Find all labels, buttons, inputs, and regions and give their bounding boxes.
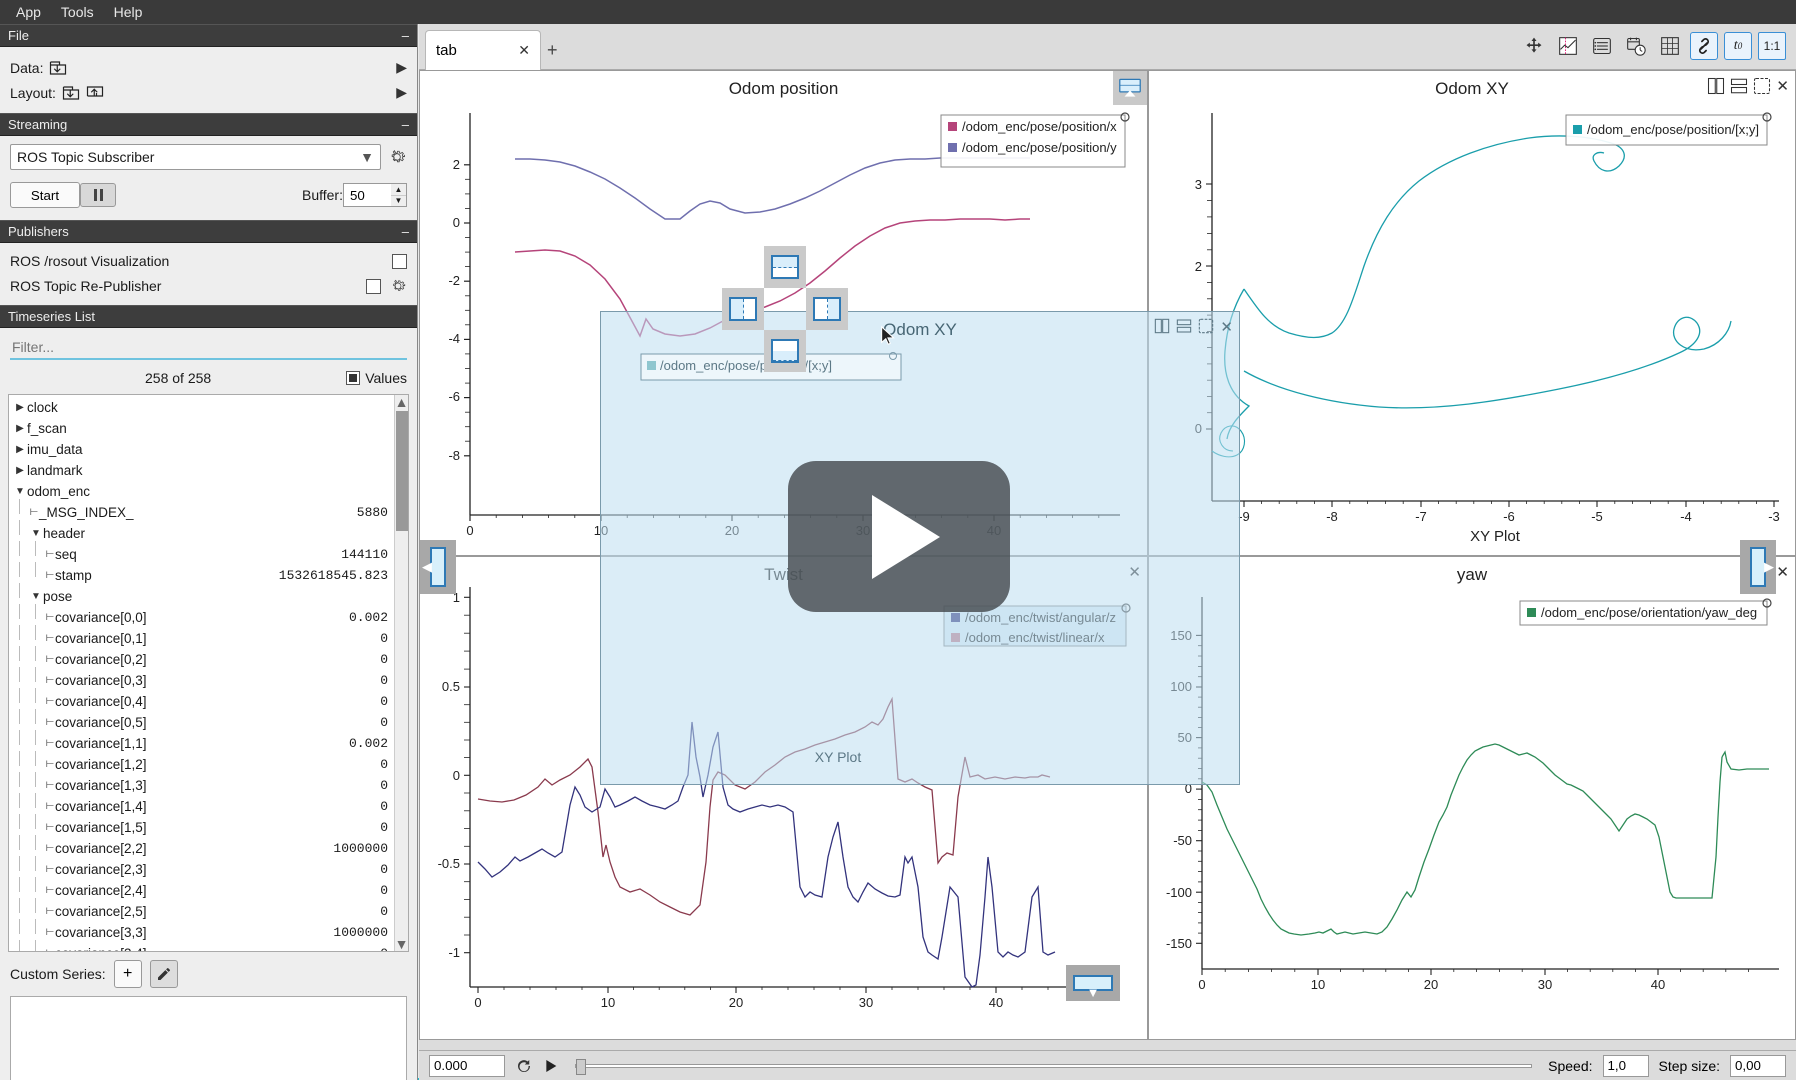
svg-text:0: 0: [466, 523, 473, 538]
svg-text:0: 0: [453, 215, 460, 230]
svg-text:/odom_enc/pose/position/[x;y]: /odom_enc/pose/position/[x;y]: [1587, 122, 1759, 137]
svg-text:40: 40: [1651, 977, 1665, 992]
svg-text:-3: -3: [1768, 509, 1780, 524]
svg-text:0: 0: [1198, 977, 1205, 992]
svg-text:/odom_enc/pose/position/[x;y]: /odom_enc/pose/position/[x;y]: [660, 358, 832, 373]
svg-text:10: 10: [601, 995, 615, 1010]
svg-text:30: 30: [859, 995, 873, 1010]
svg-text:-2: -2: [448, 273, 460, 288]
svg-text:10: 10: [1311, 977, 1325, 992]
svg-text:XY Plot: XY Plot: [815, 749, 862, 765]
svg-text:/odom_enc/pose/position/y: /odom_enc/pose/position/y: [962, 140, 1117, 155]
svg-text:-6: -6: [448, 389, 460, 404]
svg-text:-6: -6: [1503, 509, 1515, 524]
svg-text:0.5: 0.5: [442, 679, 460, 694]
svg-text:-8: -8: [1326, 509, 1338, 524]
svg-text:3: 3: [1195, 177, 1202, 192]
svg-text:-4: -4: [448, 331, 460, 346]
svg-text:-7: -7: [1415, 509, 1427, 524]
svg-text:-1: -1: [448, 945, 460, 960]
svg-text:30: 30: [1538, 977, 1552, 992]
svg-text:0: 0: [453, 768, 460, 783]
svg-text:-100: -100: [1166, 885, 1192, 900]
svg-text:-50: -50: [1173, 833, 1192, 848]
svg-text:40: 40: [989, 995, 1003, 1010]
svg-text:20: 20: [1424, 977, 1438, 992]
svg-text:-5: -5: [1591, 509, 1603, 524]
svg-text:XY Plot: XY Plot: [1470, 528, 1521, 545]
svg-text:20: 20: [729, 995, 743, 1010]
svg-text:2: 2: [453, 157, 460, 172]
svg-text:-150: -150: [1166, 936, 1192, 951]
svg-text:-8: -8: [448, 448, 460, 463]
svg-text:-0.5: -0.5: [438, 856, 460, 871]
svg-text:-4: -4: [1680, 509, 1692, 524]
svg-text:0: 0: [474, 995, 481, 1010]
svg-text:2: 2: [1195, 259, 1202, 274]
svg-text:/odom_enc/pose/position/x: /odom_enc/pose/position/x: [962, 119, 1117, 134]
svg-text:/odom_enc/pose/orientation/yaw: /odom_enc/pose/orientation/yaw_deg: [1541, 605, 1757, 620]
